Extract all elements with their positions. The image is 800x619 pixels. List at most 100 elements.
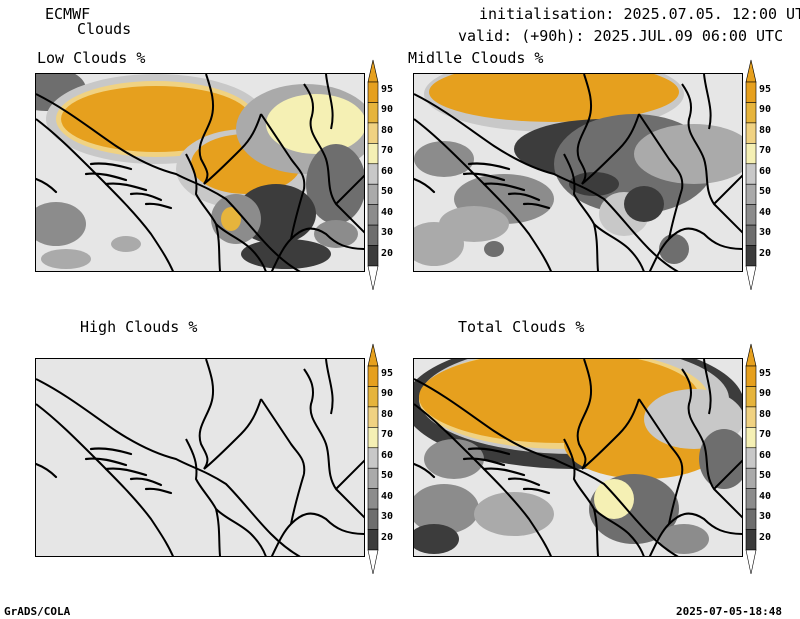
island-5 bbox=[36, 177, 58, 194]
colorbar-seg-90 bbox=[745, 102, 757, 124]
island-3 bbox=[129, 192, 163, 202]
island-2 bbox=[482, 467, 526, 477]
border-line-12 bbox=[713, 459, 742, 490]
colorbar-middle: 95 90 80 70 60 50 40 30 20 bbox=[743, 58, 771, 291]
colorbar-seg-40 bbox=[745, 488, 757, 510]
colorbar-label-80: 80 bbox=[381, 408, 394, 420]
border-line-7 bbox=[215, 508, 267, 556]
island-2 bbox=[104, 182, 148, 192]
cloud-contour-50 bbox=[414, 222, 464, 266]
island-3 bbox=[129, 477, 163, 487]
colorbar-high: 95 90 80 70 60 50 40 30 20 bbox=[365, 342, 393, 575]
colorbar-label-40: 40 bbox=[381, 206, 394, 218]
island-4 bbox=[144, 202, 173, 210]
colorbar-svg bbox=[745, 59, 757, 291]
border-line-2 bbox=[576, 359, 593, 470]
colorbar-seg-60 bbox=[367, 447, 379, 469]
map-middle-clouds bbox=[413, 73, 743, 272]
island-2 bbox=[482, 182, 526, 192]
cloud-contour-50 bbox=[634, 124, 742, 184]
border-line-4 bbox=[260, 113, 306, 190]
cloud-contour-50 bbox=[41, 249, 91, 269]
valid-time: valid: (+90h): 2025.JUL.09 06:00 UTC bbox=[458, 27, 784, 45]
colorbar-label-70: 70 bbox=[381, 429, 394, 441]
colorbar-arrow-bottom bbox=[745, 265, 757, 291]
colorbar-label-50: 50 bbox=[759, 186, 772, 198]
border-line-1 bbox=[414, 118, 552, 271]
border-line-0 bbox=[36, 93, 301, 271]
colorbar-seg-90 bbox=[745, 386, 757, 408]
border-line-7 bbox=[215, 223, 267, 271]
island-0 bbox=[89, 162, 133, 171]
colorbar-label-30: 30 bbox=[759, 227, 772, 239]
colorbar-seg-95 bbox=[745, 365, 757, 387]
cloud-contour-30 bbox=[699, 429, 742, 489]
colorbar-seg-20 bbox=[745, 245, 757, 267]
border-line-1 bbox=[36, 118, 174, 271]
colorbar-seg-95 bbox=[745, 81, 757, 103]
colorbar-seg-30 bbox=[367, 508, 379, 530]
colorbar-seg-95 bbox=[367, 81, 379, 103]
colorbar-label-80: 80 bbox=[759, 408, 772, 420]
colorbar-label-50: 50 bbox=[381, 186, 394, 198]
border-line-4 bbox=[638, 113, 684, 190]
cloud-contour-30 bbox=[659, 234, 689, 264]
colorbar-label-30: 30 bbox=[759, 511, 772, 523]
cloud-contour-70 bbox=[594, 479, 634, 519]
cloud-contour-40 bbox=[414, 484, 479, 534]
country-borders bbox=[414, 359, 742, 556]
cloud-contour-90 bbox=[221, 207, 241, 231]
cloud-contour-40 bbox=[659, 524, 709, 554]
border-line-3 bbox=[581, 113, 640, 185]
island-2 bbox=[104, 467, 148, 477]
cloud-field bbox=[414, 74, 742, 266]
islands bbox=[414, 447, 551, 495]
colorbar-arrow-top bbox=[367, 343, 379, 367]
colorbar-seg-20 bbox=[367, 245, 379, 267]
colorbar-seg-50 bbox=[745, 467, 757, 489]
island-1 bbox=[462, 172, 506, 182]
colorbar-seg-40 bbox=[367, 204, 379, 226]
border-line-12 bbox=[335, 459, 364, 490]
cloud-field bbox=[414, 359, 742, 554]
colorbar-seg-30 bbox=[745, 224, 757, 246]
colorbar-seg-20 bbox=[367, 529, 379, 551]
colorbar-label-40: 40 bbox=[381, 490, 394, 502]
colorbar-seg-90 bbox=[367, 386, 379, 408]
islands bbox=[36, 447, 173, 495]
panel-title-middle: Midlle Clouds % bbox=[408, 49, 544, 67]
colorbar-svg bbox=[367, 343, 379, 575]
colorbar-label-30: 30 bbox=[381, 227, 394, 239]
border-line-9 bbox=[593, 508, 599, 556]
colorbar-seg-70 bbox=[745, 427, 757, 449]
island-4 bbox=[522, 202, 551, 210]
colorbar-seg-60 bbox=[367, 163, 379, 185]
panel-title-high: High Clouds % bbox=[80, 318, 198, 336]
colorbar-seg-80 bbox=[367, 122, 379, 144]
border-line-10 bbox=[668, 473, 683, 525]
colorbar-seg-70 bbox=[745, 143, 757, 165]
colorbar-label-20: 20 bbox=[381, 247, 394, 259]
border-line-8 bbox=[648, 512, 742, 556]
colorbar-label-95: 95 bbox=[759, 368, 772, 379]
islands bbox=[414, 162, 551, 210]
map-low-clouds bbox=[35, 73, 365, 272]
colorbar-svg bbox=[745, 343, 757, 575]
colorbar-label-70: 70 bbox=[759, 145, 772, 157]
colorbar-label-50: 50 bbox=[381, 470, 394, 482]
colorbar-label-80: 80 bbox=[381, 124, 394, 136]
colorbar-label-20: 20 bbox=[759, 531, 772, 543]
border-line-9 bbox=[593, 223, 599, 271]
map-high-clouds bbox=[35, 358, 365, 557]
island-3 bbox=[507, 477, 541, 487]
cloud-contour-40 bbox=[314, 220, 358, 248]
border-line-5 bbox=[303, 83, 364, 234]
colorbar-label-95: 95 bbox=[381, 84, 394, 95]
cloud-contour-70 bbox=[266, 94, 364, 154]
product-name: Clouds bbox=[77, 20, 132, 38]
border-line-10 bbox=[290, 188, 305, 240]
colorbar-seg-30 bbox=[745, 508, 757, 530]
border-line-8 bbox=[270, 227, 364, 271]
colorbar-seg-40 bbox=[367, 488, 379, 510]
footer-timestamp: 2025-07-05-18:48 bbox=[676, 605, 782, 618]
